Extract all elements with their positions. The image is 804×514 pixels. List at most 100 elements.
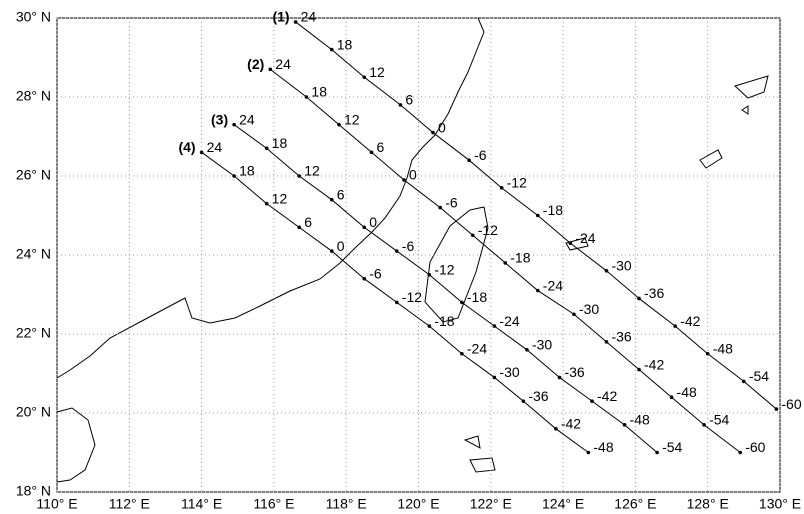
- track-point: [460, 300, 464, 305]
- y-tick-label: 22° N: [16, 325, 51, 341]
- track-point: [702, 423, 706, 427]
- track-name: (1): [272, 9, 289, 25]
- track-point: [604, 269, 609, 273]
- hour-label: -42: [561, 416, 581, 432]
- track-point: [568, 241, 573, 245]
- hour-label: -30: [499, 364, 519, 380]
- track-line: [269, 68, 741, 453]
- track-point: [742, 379, 746, 384]
- hour-label: 18: [272, 135, 288, 151]
- track-point: [264, 146, 269, 151]
- hour-label: -42: [597, 388, 617, 404]
- hour-label: -24: [543, 277, 563, 293]
- track-point: [492, 324, 497, 328]
- track-point: [774, 407, 779, 411]
- hour-label: 12: [272, 190, 288, 206]
- track-point: [362, 276, 367, 281]
- hour-label: 24: [239, 111, 255, 127]
- x-tick-label: 130° E: [759, 496, 801, 512]
- hour-label: -18: [434, 313, 454, 329]
- track-point: [572, 312, 576, 317]
- x-tick-label: 114° E: [181, 496, 222, 512]
- china-coast: [56, 17, 485, 379]
- track-point: [329, 197, 334, 202]
- hour-label: 18: [239, 163, 255, 179]
- track-point: [554, 427, 558, 431]
- track-point: [369, 150, 374, 155]
- hour-label: -12: [478, 222, 498, 238]
- track-point: [535, 213, 540, 218]
- track-point: [304, 95, 309, 99]
- track-point: [503, 261, 508, 265]
- hour-label: -54: [709, 412, 729, 428]
- hour-label: -48: [713, 340, 733, 356]
- track-point: [362, 75, 367, 80]
- track-point: [268, 67, 273, 72]
- track-point: [431, 130, 435, 135]
- hour-label: 12: [369, 64, 385, 80]
- x-tick-label: 116° E: [253, 496, 294, 512]
- track-point: [264, 201, 269, 206]
- track-name: (2): [247, 56, 264, 72]
- hour-label: -6: [445, 194, 458, 210]
- y-tick-label: 18° N: [16, 483, 51, 499]
- hour-label: -30: [579, 301, 599, 317]
- hour-label: 6: [337, 186, 345, 202]
- track-point: [492, 375, 497, 380]
- track-point: [232, 174, 236, 178]
- track-point: [637, 367, 641, 372]
- hour-label: 6: [304, 214, 312, 230]
- track-point: [398, 103, 403, 107]
- hour-label: -36: [528, 388, 548, 404]
- hour-label: -54: [662, 439, 682, 455]
- hour-label: 12: [344, 111, 360, 127]
- x-tick-label: 124° E: [542, 496, 584, 512]
- hour-label: -30: [532, 337, 552, 353]
- track-point: [329, 47, 334, 52]
- track-point: [586, 450, 591, 455]
- track-name: (3): [211, 111, 228, 127]
- y-tick-label: 28° N: [16, 88, 51, 104]
- x-tick-label: 110° E: [36, 496, 77, 512]
- hour-label: -36: [611, 329, 631, 345]
- track-point: [402, 178, 406, 182]
- x-tick-label: 118° E: [326, 496, 367, 512]
- hour-label: -48: [593, 439, 613, 455]
- hour-label: -6: [369, 265, 382, 281]
- hour-label: -60: [781, 396, 801, 412]
- hour-label: -42: [680, 313, 700, 329]
- track-point: [297, 225, 302, 230]
- track-point: [535, 288, 540, 293]
- hour-label: 12: [304, 163, 320, 179]
- hour-label: 0: [369, 214, 377, 230]
- hour-label: -42: [644, 356, 664, 372]
- track-point: [655, 450, 659, 455]
- hour-label: 18: [311, 84, 327, 100]
- y-tick-label: 24° N: [16, 246, 51, 262]
- track-point: [232, 122, 236, 127]
- hour-label: -18: [510, 250, 530, 266]
- hour-label: -18: [467, 289, 487, 305]
- track-point: [395, 300, 399, 305]
- track-point: [438, 205, 442, 210]
- hour-label: -24: [499, 313, 519, 329]
- track-point: [460, 351, 464, 356]
- x-tick-label: 122° E: [470, 496, 512, 512]
- hour-label: -12: [402, 289, 422, 305]
- hour-label: 24: [207, 139, 223, 155]
- track-point: [622, 423, 627, 427]
- hour-label: 6: [405, 92, 413, 108]
- track-point: [199, 150, 204, 155]
- islands: [463, 75, 769, 473]
- track-point: [738, 450, 743, 455]
- track-line: [201, 151, 589, 453]
- hour-label: 24: [301, 9, 317, 25]
- hour-label: -48: [677, 384, 697, 400]
- hour-label: 24: [275, 56, 291, 72]
- x-tick-label: 128° E: [687, 496, 729, 512]
- x-tick-label: 112° E: [109, 496, 150, 512]
- y-tick-label: 26° N: [16, 167, 51, 183]
- track-name: (4): [178, 139, 195, 155]
- hour-label: -48: [630, 412, 650, 428]
- track-point: [637, 296, 641, 301]
